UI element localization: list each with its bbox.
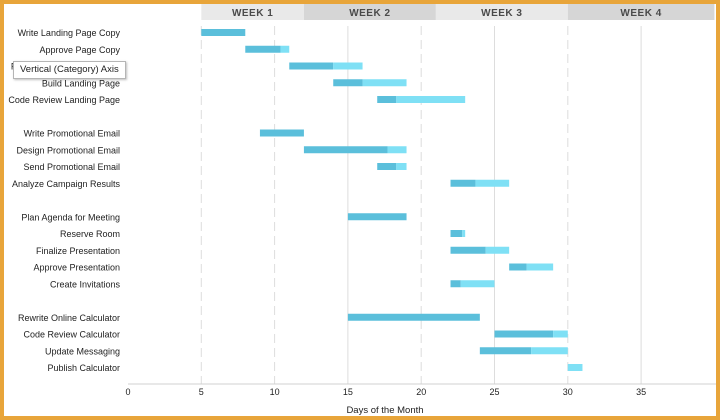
category-label-2: Approve Page Copy — [39, 45, 120, 55]
bar-remaining-19 — [553, 330, 568, 338]
category-label-5: Code Review Landing Page — [8, 95, 120, 105]
category-label-7: Write Promotional Email — [24, 129, 120, 139]
week-band-3 — [435, 4, 568, 20]
category-label-21: Publish Calculator — [47, 363, 120, 373]
category-label-10: Analyze Campaign Results — [12, 179, 121, 189]
category-label-13: Reserve Room — [60, 229, 120, 239]
bar-remaining-15 — [526, 263, 554, 271]
bar-remaining-21 — [567, 364, 583, 371]
week-band-4 — [567, 4, 715, 20]
bar-remaining-20 — [531, 347, 568, 355]
bar-remaining-3 — [333, 62, 363, 70]
axis-tooltip: Vertical (Category) Axis — [13, 61, 126, 79]
chart-frame: WEEK 1 WEEK 2 WEEK 3 WEEK 4 0 5 10 15 20 25 30 35 Da… — [4, 4, 716, 416]
category-label-18: Rewrite Online Calculator — [18, 313, 120, 323]
bar-done-16 — [450, 280, 461, 288]
bar-done-2 — [245, 45, 281, 53]
bar-remaining-5 — [396, 96, 466, 103]
category-label-1: Write Landing Page Copy — [18, 28, 121, 38]
x-tick-label-0: 0 — [125, 387, 130, 397]
category-label-4: Build Landing Page — [42, 78, 120, 88]
week-label-3: WEEK 3 — [481, 8, 522, 19]
bar-remaining-2 — [280, 45, 290, 53]
bar-done-19 — [494, 330, 554, 338]
bar-remaining-14 — [485, 246, 510, 254]
week-label-4: WEEK 4 — [620, 8, 661, 19]
category-label-9: Send Promotional Email — [23, 162, 120, 172]
bar-done-5 — [377, 96, 397, 103]
bar-remaining-13 — [462, 230, 466, 237]
x-tick-label-5: 5 — [199, 387, 204, 397]
bar-remaining-8 — [387, 146, 407, 154]
x-tick-label-20: 20 — [416, 387, 426, 397]
category-label-15: Approve Presentation — [33, 263, 120, 273]
category-label-20: Update Messaging — [45, 346, 120, 356]
bar-done-13 — [450, 230, 463, 237]
bar-done-10 — [450, 179, 476, 187]
week-label-2: WEEK 2 — [349, 8, 390, 19]
bar-done-9 — [377, 163, 397, 170]
bar-done-7 — [259, 129, 304, 137]
bar-done-8 — [303, 146, 388, 154]
x-tick-label-30: 30 — [563, 387, 573, 397]
category-label-16: Create Invitations — [50, 279, 121, 289]
bar-remaining-10 — [475, 179, 510, 187]
bar-done-14 — [450, 246, 486, 254]
x-tick-label-25: 25 — [489, 387, 499, 397]
x-axis-title: Days of the Month — [346, 405, 423, 416]
gantt-chart: WEEK 1 WEEK 2 WEEK 3 WEEK 4 0 5 10 15 20 25 30 35 Da… — [8, 4, 716, 416]
week-band-2 — [303, 4, 436, 20]
bar-done-4 — [333, 79, 363, 87]
x-tick-label-15: 15 — [343, 387, 353, 397]
bar-done-20 — [479, 347, 532, 355]
bar-done-15 — [509, 263, 527, 271]
bar-done-3 — [289, 62, 334, 70]
week-label-1: WEEK 1 — [232, 8, 273, 19]
category-label-19: Code Review Calculator — [23, 330, 120, 340]
category-label-14: Finalize Presentation — [36, 246, 120, 256]
x-tick-label-35: 35 — [636, 387, 646, 397]
bar-done-12 — [347, 213, 407, 221]
category-label-12: Plan Agenda for Meeting — [21, 212, 120, 222]
week-band-1 — [201, 4, 304, 20]
bar-remaining-4 — [362, 79, 407, 87]
x-tick-label-10: 10 — [270, 387, 280, 397]
category-label-8: Design Promotional Email — [16, 145, 120, 155]
bar-done-1 — [201, 29, 246, 36]
bar-remaining-9 — [396, 163, 407, 170]
bar-remaining-16 — [460, 280, 495, 288]
bar-done-18 — [347, 313, 480, 321]
